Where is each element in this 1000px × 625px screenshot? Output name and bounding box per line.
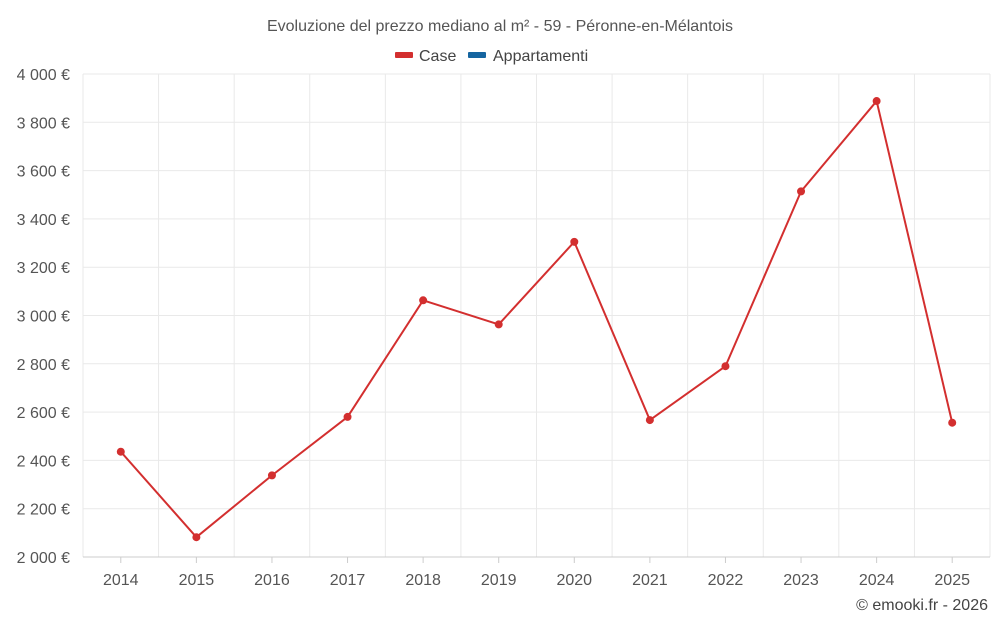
x-tick-label: 2022	[708, 572, 744, 589]
data-point-case[interactable]	[419, 296, 428, 305]
x-tick-label: 2020	[556, 572, 592, 589]
legend-label-appartamenti: Appartamenti	[493, 48, 588, 65]
data-point-case[interactable]	[948, 418, 957, 427]
data-point-case[interactable]	[267, 471, 276, 480]
x-tick-label: 2015	[179, 572, 215, 589]
legend-item-appartamenti[interactable]: Appartamenti	[468, 48, 588, 65]
y-axis: 2 000 € 2 200 € 2 400 € 2 600 € 2 800 € 3 000…	[17, 67, 70, 567]
legend-swatch-appartamenti	[468, 52, 486, 58]
data-point-case[interactable]	[570, 237, 579, 246]
y-tick-label: 2 400 €	[17, 453, 70, 470]
y-tick-label: 2 000 €	[17, 550, 70, 567]
legend-item-case[interactable]: Case	[395, 48, 456, 65]
x-tick-label: 2019	[481, 572, 517, 589]
series-line-case	[120, 100, 954, 539]
legend: Case Appartamenti	[395, 48, 588, 65]
x-tick-label: 2021	[632, 572, 668, 589]
y-tick-label: 3 000 €	[17, 309, 70, 326]
legend-swatch-case	[395, 52, 413, 58]
x-tick-label: 2023	[783, 572, 819, 589]
y-tick-label: 2 800 €	[17, 357, 70, 374]
series-case	[116, 97, 957, 542]
data-point-case[interactable]	[721, 362, 730, 371]
y-tick-label: 2 200 €	[17, 502, 70, 519]
credit-text: © emooki.fr - 2026	[856, 597, 988, 614]
data-point-case[interactable]	[645, 416, 654, 425]
data-point-case[interactable]	[192, 533, 201, 542]
x-tick-label: 2014	[103, 572, 139, 589]
y-tick-label: 2 600 €	[17, 405, 70, 422]
y-tick-label: 4 000 €	[17, 67, 70, 84]
x-tick-label: 2018	[405, 572, 441, 589]
y-tick-label: 3 400 €	[17, 212, 70, 229]
data-point-case[interactable]	[494, 320, 503, 329]
data-point-case[interactable]	[797, 187, 806, 196]
x-axis: 2014 2015 2016 2017 2018 2019 2020 2021 2022 2023…	[83, 556, 990, 589]
x-tick-label: 2016	[254, 572, 290, 589]
x-tick-label: 2017	[330, 572, 366, 589]
data-point-case[interactable]	[343, 412, 352, 421]
x-tick-label: 2024	[859, 572, 895, 589]
grid	[82, 73, 991, 557]
y-tick-label: 3 800 €	[17, 115, 70, 132]
data-point-case[interactable]	[872, 97, 881, 106]
data-point-case[interactable]	[116, 447, 125, 456]
y-tick-label: 3 200 €	[17, 260, 70, 277]
chart-title: Evoluzione del prezzo mediano al m² - 59…	[267, 18, 733, 35]
x-tick-label: 2025	[934, 572, 970, 589]
legend-label-case: Case	[419, 48, 456, 65]
y-tick-label: 3 600 €	[17, 164, 70, 181]
